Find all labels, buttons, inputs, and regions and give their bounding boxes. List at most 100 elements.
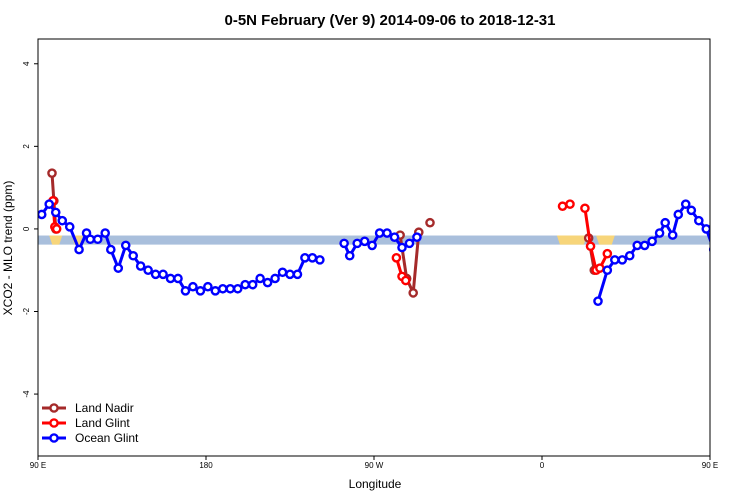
ocean-glint-point-2-15 — [701, 224, 710, 234]
y-axis-label: XCO2 - MLO trend (ppm) — [1, 181, 15, 316]
ocean-glint-point-0-18 — [165, 273, 176, 284]
ocean-glint-point-0-4 — [64, 222, 75, 232]
ocean-glint-point-0-31 — [262, 277, 273, 288]
ocean-glint-point-2-6 — [639, 240, 650, 251]
land-glint-point-1-0 — [391, 253, 402, 263]
x-tick-label-3: 0 — [540, 461, 545, 470]
ocean-glint-point-0-8 — [92, 234, 103, 245]
ocean-glint-point-2-4 — [624, 250, 635, 261]
land-nadir-line-4 — [737, 173, 741, 229]
land-glint-point-4-2 — [738, 225, 745, 232]
ocean-glint-point-2-20 — [738, 232, 745, 239]
legend-label-land-nadir: Land Nadir — [75, 401, 134, 415]
y-tick-label-2: 0 — [22, 226, 31, 231]
ocean-glint-point-0-35 — [292, 269, 303, 280]
y-tick-label-4: 4 — [22, 61, 31, 66]
land-band-0 — [49, 235, 63, 245]
legend-label-land-glint: Land Glint — [75, 416, 130, 430]
ocean-glint-point-0-9 — [100, 228, 110, 238]
land-nadir-point-4-2 — [737, 225, 744, 232]
land-glint-point-2-1 — [565, 199, 575, 209]
ocean-glint-line-2 — [596, 202, 710, 302]
ocean-glint-point-2-21 — [746, 246, 750, 253]
ocean-glint-point-1-8 — [397, 242, 407, 253]
ocean-glint-point-0-22 — [195, 286, 206, 296]
x-axis-label: Longitude — [349, 477, 402, 491]
land-nadir-point-0-0 — [47, 168, 57, 178]
land-nadir-point-4-1 — [735, 201, 742, 208]
land-nadir-line-1 — [398, 232, 421, 295]
ocean-glint-point-0-30 — [255, 273, 265, 284]
ocean-glint-point-1-6 — [382, 228, 392, 238]
x-tick-label-4: 90 E — [702, 461, 718, 470]
ocean-glint-point-0-26 — [225, 283, 236, 294]
ocean-glint-point-2-2 — [610, 255, 620, 265]
ocean-glint-point-0-13 — [128, 250, 138, 261]
ocean-glint-point-2-5 — [632, 240, 643, 251]
land-band-4 — [731, 236, 737, 245]
ocean-glint-point-0-10 — [106, 244, 116, 255]
plot-area — [37, 38, 750, 457]
ocean-glint-point-0-17 — [158, 269, 168, 280]
ocean-glint-point-1-7 — [389, 232, 400, 242]
ocean-glint-point-0-24 — [210, 286, 221, 296]
ocean-glint-point-2-3 — [617, 255, 628, 265]
ocean-glint-point-2-1 — [602, 265, 613, 276]
chart-title: 0-5N February (Ver 9) 2014-09-06 to 2018… — [224, 12, 555, 29]
ocean-glint-point-2-17 — [716, 229, 723, 236]
ocean-glint-point-0-5 — [74, 244, 84, 255]
ocean-glint-point-2-16 — [708, 246, 710, 253]
land-glint-point-3-4 — [602, 248, 613, 259]
ocean-glint-point-0-1 — [44, 199, 55, 209]
ocean-glint-point-2-7 — [647, 236, 657, 247]
land-glint-point-4-1 — [736, 223, 743, 230]
ocean-glint-point-1-1 — [344, 250, 355, 261]
land-band-5 — [745, 236, 750, 245]
land-glint-point-2-0 — [557, 201, 568, 212]
ocean-glint-point-0-14 — [135, 261, 146, 271]
ocean-glint-point-0-36 — [300, 253, 310, 263]
land-glint-point-3-3 — [595, 263, 605, 273]
land-glint-point-0-2 — [51, 224, 62, 234]
land-nadir-point-2-0 — [425, 217, 435, 228]
ocean-glint-point-0-20 — [180, 286, 191, 296]
y-axis-ticks: -4 -2 0 2 4 — [22, 61, 38, 398]
ocean-glint-point-0-33 — [277, 267, 288, 278]
y-tick-label-0: -4 — [22, 390, 31, 398]
x-tick-label-0: 90 E — [30, 461, 46, 470]
legend-marker-land-glint — [49, 418, 59, 428]
ocean-glint-point-0-12 — [120, 240, 131, 251]
ocean-glint-point-0-2 — [50, 207, 61, 218]
land-glint-point-4-0 — [734, 198, 741, 205]
ocean-glint-point-0-0 — [38, 209, 47, 220]
ocean-glint-point-0-32 — [270, 273, 280, 284]
y-tick-label-3: 2 — [22, 144, 31, 149]
ocean-glint-point-0-37 — [307, 253, 318, 263]
ocean-glint-point-2-10 — [667, 230, 678, 240]
ocean-glint-point-0-16 — [150, 269, 161, 280]
ocean-glint-point-0-25 — [217, 283, 228, 294]
ocean-glint-point-1-9 — [404, 238, 415, 249]
ocean-glint-point-2-18 — [723, 236, 730, 243]
ocean-glint-point-0-11 — [113, 263, 124, 273]
ocean-glint-point-0-23 — [203, 281, 213, 292]
ocean-glint-point-1-2 — [352, 238, 363, 249]
ocean-glint-point-1-0 — [339, 238, 349, 249]
ocean-glint-point-2-0 — [593, 296, 603, 306]
ocean-glint-point-0-34 — [285, 269, 295, 280]
plot-inner — [38, 168, 750, 306]
ocean-glint-point-2-13 — [686, 205, 697, 216]
x-tick-label-1: 180 — [199, 461, 213, 470]
ocean-glint-point-0-7 — [85, 234, 96, 245]
ocean-glint-point-1-10 — [412, 232, 422, 242]
ocean-glint-point-0-15 — [143, 265, 153, 276]
land-glint-line-4 — [738, 202, 742, 229]
ocean-glint-point-2-11 — [673, 209, 684, 220]
ocean-glint-point-0-21 — [188, 281, 198, 292]
ocean-glint-point-0-19 — [173, 273, 183, 284]
ocean-glint-point-2-9 — [660, 217, 671, 228]
ocean-glint-point-2-14 — [694, 215, 704, 226]
ocean-glint-point-1-4 — [367, 240, 377, 251]
